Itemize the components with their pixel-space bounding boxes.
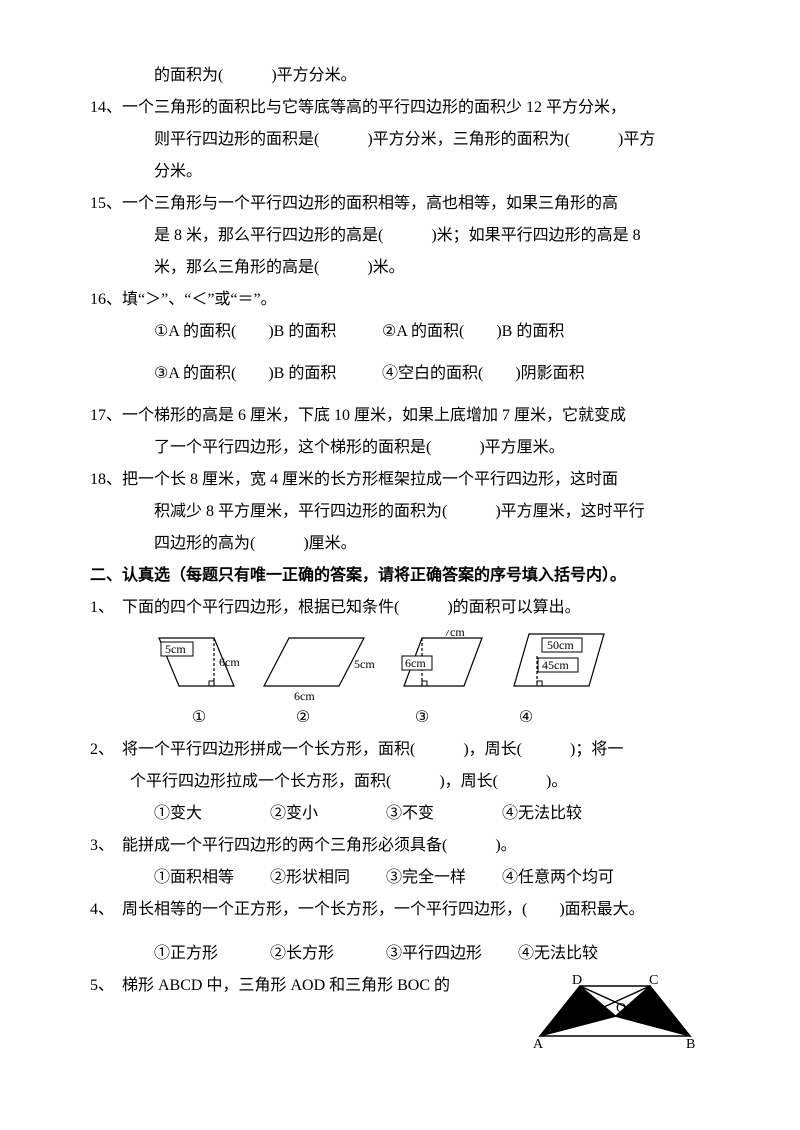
q14-l3: 分米。 [90,156,710,188]
q15-l3: 米，那么三角形的高是( )米。 [90,252,710,284]
s2q2-opt2: ②变小 [270,798,382,830]
fig-O: O [616,1001,626,1016]
s4-a: 50cm [547,638,574,652]
s2q1: 1、下面的四个平行四边形，根据已知条件( )的面积可以算出。 [90,592,710,624]
s3-a: 7cm [444,630,465,639]
q14-l1: 一个三角形的面积比与它等底等高的平行四边形的面积少 12 平方分米， [122,99,626,116]
s1-a: 5cm [165,642,186,656]
q14-num: 14、 [90,92,122,124]
q15-num: 15、 [90,188,122,220]
s2q5-text: 梯形 ABCD 中，三角形 AOD 和三角形 BOC 的 [122,977,450,994]
s2q2-opt4: ④无法比较 [502,798,614,830]
s2q3-opt2: ②形状相同 [270,862,382,894]
fig-B: B [686,1037,695,1052]
s1-b: 6cm [219,655,240,669]
s2q2-l2: 个平行四边形拉成一个长方形，面积( )，周长( )。 [90,766,710,798]
fig-A: A [533,1037,544,1052]
parallelogram-shapes: 5cm 6cm 5cm 6cm 7cm 6cm [154,630,654,700]
s2q1-lab2: ② [248,702,358,734]
q16-num: 16、 [90,284,122,316]
q18-l1: 把一个长 8 厘米，宽 4 厘米的长方形框架拉成一个平行四边形，这时面 [122,471,618,488]
s2-b: 6cm [294,689,315,700]
s2q4-opt3: ③平行四边形 [386,938,514,970]
s2q1-shape-labels: ① ② ③ ④ [90,702,710,734]
s2q1-shapes: 5cm 6cm 5cm 6cm 7cm 6cm [90,624,710,702]
s2q3: 3、能拼成一个平行四边形的两个三角形必须具备( )。 [90,830,710,862]
s4-b: 45cm [542,658,569,672]
q16-r2b: ④空白的面积( )阴影面积 [382,365,585,382]
s2q4-text: 周长相等的一个正方形，一个长方形，一个平行四边形，( )面积最大。 [122,901,645,918]
s2q2-num: 2、 [90,734,122,766]
s2q5-num: 5、 [90,970,122,1002]
q16-r1b: ②A 的面积( )B 的面积 [382,323,564,340]
q18-l3: 四边形的高为( )厘米。 [90,528,710,560]
s2q3-opt1: ①面积相等 [154,862,266,894]
q13-tail: 的面积为( )平方分米。 [90,60,710,92]
q16-row2: ③A 的面积( )B 的面积 ④空白的面积( )阴影面积 [90,358,710,390]
s2-a: 5cm [354,657,375,671]
s2q2-opt1: ①变大 [154,798,266,830]
q18-l2: 积减少 8 平方厘米，平行四边形的面积为( )平方厘米，这时平行 [90,496,710,528]
q18: 18、把一个长 8 厘米，宽 4 厘米的长方形框架拉成一个平行四边形，这时面 [90,464,710,496]
q17-l2: 了一个平行四边形，这个梯形的面积是( )平方厘米。 [90,432,710,464]
s2q1-text: 下面的四个平行四边形，根据已知条件( )的面积可以算出。 [122,599,581,616]
q15: 15、一个三角形与一个平行四边形的面积相等，高也相等，如果三角形的高 [90,188,710,220]
s2q2-opts: ①变大 ②变小 ③不变 ④无法比较 [90,798,710,830]
q15-l2: 是 8 米，那么平行四边形的高是( )米；如果平行四边形的高是 8 [90,220,710,252]
fig-C: C [649,974,658,988]
s2q3-num: 3、 [90,830,122,862]
s2q3-opt3: ③完全一样 [386,862,498,894]
s2q1-lab4: ④ [486,702,566,734]
q16: 16、填“＞”、“＜”或“＝”。 [90,284,710,316]
s2q2-opt3: ③不变 [386,798,498,830]
q14: 14、一个三角形的面积比与它等底等高的平行四边形的面积少 12 平方分米， [90,92,710,124]
s2q1-lab3: ③ [362,702,482,734]
q14-l2: 则平行四边形的面积是( )平方分米，三角形的面积为( )平方 [90,124,710,156]
s2q3-opts: ①面积相等 ②形状相同 ③完全一样 ④任意两个均可 [90,862,710,894]
s2q4-opt2: ②长方形 [270,938,382,970]
s2q4-opt1: ①正方形 [154,938,266,970]
s2q4-num: 4、 [90,894,122,926]
s3-b: 6cm [405,656,426,670]
q18-num: 18、 [90,464,122,496]
s2q4: 4、周长相等的一个正方形，一个长方形，一个平行四边形，( )面积最大。 [90,894,710,926]
q15-l1: 一个三角形与一个平行四边形的面积相等，高也相等，如果三角形的高 [122,195,618,212]
q16-r2a: ③A 的面积( )B 的面积 [154,358,378,390]
q16-r1a: ①A 的面积( )B 的面积 [154,316,378,348]
section2-heading: 二、认真选（每题只有唯一正确的答案，请将正确答案的序号填入括号内）。 [90,560,710,592]
s2q4-opt4: ④无法比较 [518,938,630,970]
s2q1-num: 1、 [90,592,122,624]
q16-row1: ①A 的面积( )B 的面积 ②A 的面积( )B 的面积 [90,316,710,348]
s2q2: 2、将一个平行四边形拼成一个长方形，面积( )，周长( )；将一 [90,734,710,766]
fig-D: D [572,974,582,988]
s2q1-lab1: ① [154,702,244,734]
s2q3-text: 能拼成一个平行四边形的两个三角形必须具备( )。 [122,837,517,854]
q17: 17、一个梯形的高是 6 厘米，下底 10 厘米，如果上底增加 7 厘米，它就变… [90,400,710,432]
s2q3-opt4: ④任意两个均可 [502,862,646,894]
trapezoid-figure: A B C D O [530,974,700,1054]
q16-head: 填“＞”、“＜”或“＝”。 [122,291,277,308]
s2q2-l1: 将一个平行四边形拼成一个长方形，面积( )，周长( )；将一 [122,741,623,758]
s2q4-opts: ①正方形 ②长方形 ③平行四边形 ④无法比较 [90,938,710,970]
q17-l1: 一个梯形的高是 6 厘米，下底 10 厘米，如果上底增加 7 厘米，它就变成 [122,407,626,424]
q17-num: 17、 [90,400,122,432]
